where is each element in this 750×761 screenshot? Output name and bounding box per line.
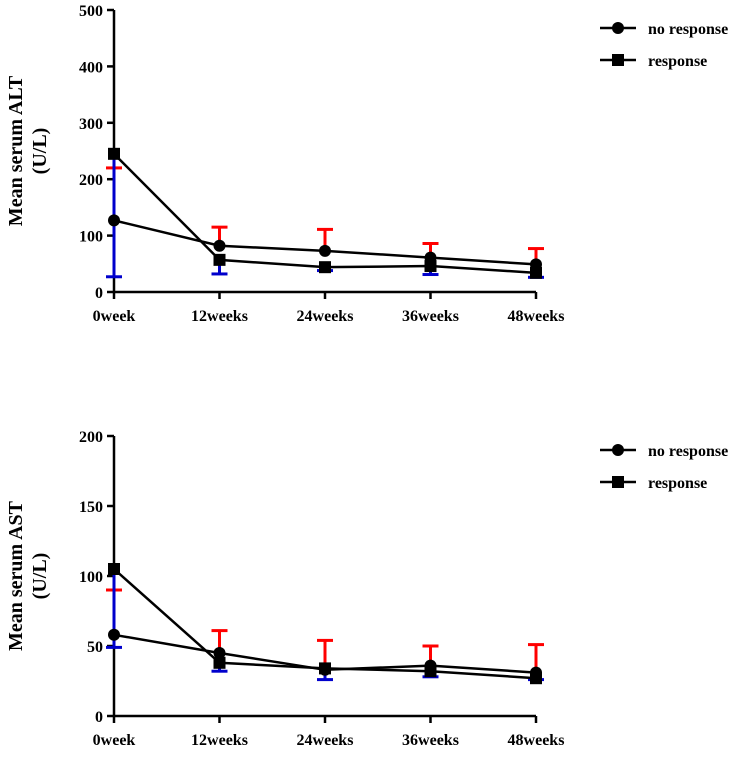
y-tick-label: 100 [79, 569, 103, 586]
x-tick-label: 48weeks [508, 308, 565, 325]
legend-marker-response [612, 54, 624, 66]
point-response [530, 266, 542, 279]
legend-marker-no-response [612, 22, 624, 34]
legend-label-no-response: no response [648, 443, 728, 460]
x-tick-label: 0week [93, 308, 136, 325]
legend-label-no-response: no response [648, 21, 728, 38]
x-tick-label: 12weeks [191, 308, 248, 325]
point-response [530, 672, 542, 685]
point-response [424, 665, 437, 678]
legend-label-response: response [648, 53, 707, 70]
y-tick-label: 50 [87, 639, 103, 656]
point-response [108, 563, 120, 575]
x-tick-label: 36weeks [402, 308, 459, 325]
y-tick-label: 150 [79, 499, 103, 516]
x-tick-label: 48weeks [508, 732, 565, 749]
legend-marker-no-response [612, 444, 624, 456]
y-axis-title-line2: (U/L) [29, 128, 51, 175]
y-tick-label: 0 [95, 709, 103, 726]
legend-marker-response [612, 476, 624, 488]
y-tick-label: 200 [79, 172, 103, 189]
y-tick-label: 500 [79, 3, 103, 20]
point-no-response [319, 244, 331, 257]
point-no-response [108, 214, 120, 227]
chart-panel-2: 0 50 100 150 200 0week 12weeks 24weeks 36weeks 48… [5, 429, 728, 749]
x-tick-label: 0week [93, 732, 136, 749]
y-tick-label: 300 [79, 116, 103, 133]
point-response [319, 662, 331, 675]
point-response [108, 147, 120, 160]
y-tick-label: 100 [79, 229, 103, 246]
point-no-response [213, 647, 226, 659]
y-axis-title-line2: (U/L) [29, 553, 51, 600]
point-no-response [108, 628, 120, 641]
x-tick-label: 24weeks [297, 732, 354, 749]
x-tick-label: 12weeks [191, 732, 248, 749]
point-no-response [213, 239, 226, 252]
y-tick-label: 400 [79, 59, 103, 76]
legend-label-response: response [648, 475, 707, 492]
point-response [213, 656, 226, 669]
point-response [319, 261, 331, 274]
y-tick-label: 200 [79, 429, 103, 446]
point-response [213, 253, 226, 266]
point-response [424, 260, 437, 273]
x-tick-label: 36weeks [402, 732, 459, 749]
y-tick-label: 0 [95, 285, 103, 302]
chart-panel-1: 0 100 200 300 400 500 0week 12weeks 24weeks 36wee… [5, 3, 728, 325]
y-axis-title-line1: Mean serum AST [5, 500, 27, 651]
x-tick-label: 24weeks [297, 308, 354, 325]
y-axis-title-line1: Mean serum ALT [5, 75, 27, 226]
